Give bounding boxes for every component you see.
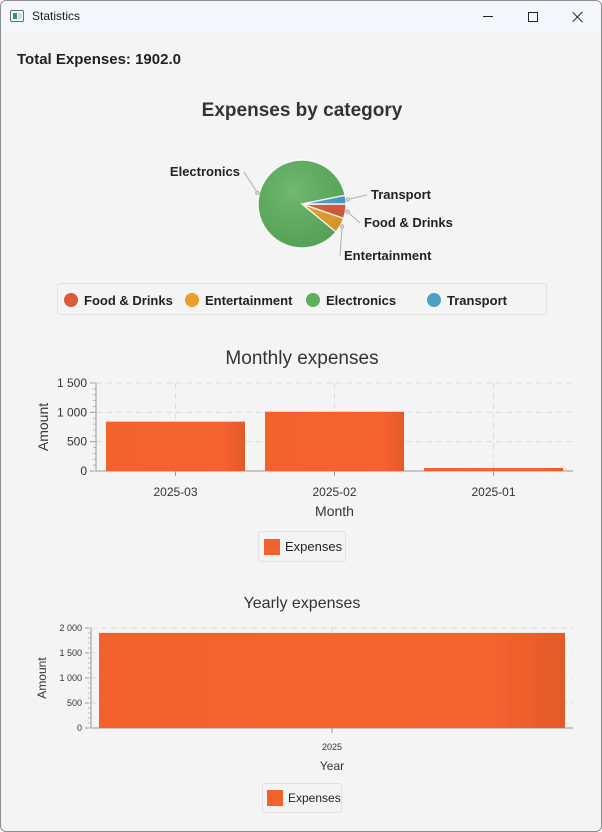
legend-dot-transport (427, 293, 441, 307)
yearly-xaxis-label: Year (320, 759, 344, 773)
legend-label-transport: Transport (447, 292, 507, 308)
pie-label-electronics: Electronics (170, 164, 240, 179)
pie-chart-title: Expenses by category (201, 100, 403, 121)
monthly-bar-2025-03 (106, 421, 245, 471)
monthly-legend-label: Expenses (285, 539, 343, 554)
legend-label-entertainment: Entertainment (205, 292, 293, 308)
monthly-legend: Expenses (258, 531, 346, 562)
pie-leader-entertainment (339, 226, 343, 257)
monthly-xtick-label: 2025-01 (471, 485, 515, 499)
pie-legend: Food & Drinks Entertainment Electronics … (57, 283, 547, 315)
yearly-chart-title: Yearly expenses (243, 595, 361, 612)
monthly-legend-swatch (264, 538, 280, 555)
yearly-legend-label: Expenses (288, 791, 341, 805)
window-title: Statistics (32, 9, 81, 23)
pie-leader-dot-entertainment (339, 224, 345, 229)
yearly-ytick-label: 1 000 (59, 673, 82, 683)
monthly-bar-2025-02 (265, 411, 404, 471)
pie-leader-dot-transport (345, 197, 350, 202)
monthly-bar-2025-01 (424, 468, 563, 471)
total-expenses-label: Total Expenses: 1902.0 (17, 51, 181, 68)
monthly-xtick-label: 2025-03 (153, 485, 197, 499)
minimize-button[interactable] (465, 1, 511, 32)
monthly-xtick-label: 2025-02 (312, 485, 356, 499)
monthly-ytick-label: 1 000 (57, 405, 87, 419)
yearly-ytick-label: 0 (77, 723, 82, 733)
title-bar[interactable]: Statistics (1, 1, 601, 32)
monthly-ytick-label: 500 (67, 435, 87, 449)
legend-label-food: Food & Drinks (84, 292, 173, 308)
maximize-icon (528, 11, 538, 22)
yearly-bar-2025 (99, 632, 565, 728)
pie-leader-dot-electronics (255, 190, 260, 195)
monthly-yaxis-label: Amount (35, 403, 51, 451)
legend-label-electronics: Electronics (326, 292, 397, 308)
yearly-yaxis-label: Amount (35, 657, 49, 699)
legend-item-food: Food & Drinks (64, 291, 173, 309)
legend-item-electronics: Electronics (306, 291, 396, 309)
yearly-ytick-label: 500 (67, 698, 82, 708)
monthly-chart-title: Monthly expenses (225, 348, 379, 369)
maximize-button[interactable] (510, 1, 556, 32)
monthly-ytick-label: 1 500 (57, 376, 87, 390)
yearly-xtick-label: 2025 (322, 742, 342, 752)
monthly-xaxis-label: Month (315, 503, 354, 519)
legend-dot-entertainment (185, 293, 199, 307)
yearly-ytick-label: 2 000 (59, 623, 82, 633)
yearly-legend-swatch (267, 790, 283, 806)
pie-leader-transport (347, 194, 368, 200)
legend-item-transport: Transport (427, 291, 507, 309)
legend-dot-food (64, 293, 78, 307)
legend-dot-electronics (306, 293, 320, 307)
pie-label-entertainment: Entertainment (344, 248, 432, 263)
app-icon (10, 10, 24, 22)
legend-item-entertainment: Entertainment (185, 291, 292, 309)
pie-leader-food-and-drinks (347, 211, 361, 224)
pie-leader-dot-food-and-drinks (345, 209, 350, 214)
total-expenses-text: Total Expenses: 1902.0 (17, 51, 181, 68)
pie-label-food-and-drinks: Food & Drinks (364, 215, 453, 230)
pie-leader-electronics (243, 171, 258, 194)
pie-label-transport: Transport (371, 187, 432, 202)
yearly-ytick-label: 1 500 (59, 648, 82, 658)
minimize-icon (483, 16, 493, 17)
monthly-ytick-label: 0 (80, 464, 87, 478)
yearly-legend: Expenses (262, 783, 342, 813)
